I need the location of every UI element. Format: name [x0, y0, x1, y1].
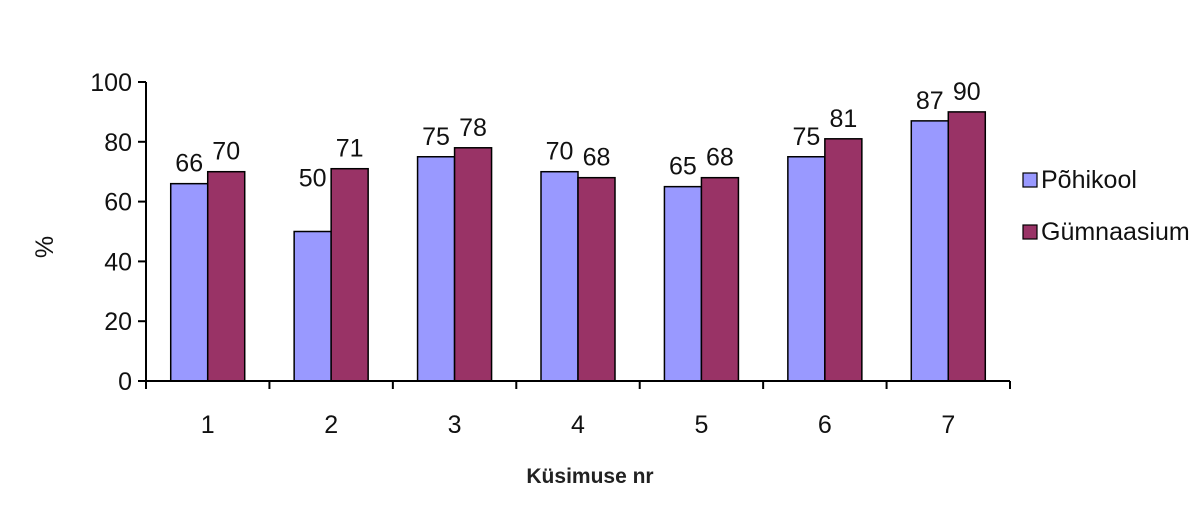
legend-swatch	[1022, 224, 1038, 240]
data-label: 70	[212, 138, 240, 166]
legend: Põhikool Gümnaasium	[1022, 166, 1190, 246]
bar-gumnaasium	[947, 111, 987, 382]
bar-pohikool	[540, 170, 579, 382]
x-tick-label: 4	[571, 411, 585, 439]
legend-label: Põhikool	[1041, 166, 1137, 194]
bar-pohikool	[787, 156, 826, 382]
y-tick-label: 100	[90, 69, 132, 97]
x-tick-label: 5	[694, 411, 708, 439]
data-label: 81	[829, 105, 857, 133]
bar-pohikool	[663, 185, 703, 382]
x-tick-label: 2	[324, 411, 338, 439]
axes: Küsimuse nr % 0 20 40 60 80 100 1 2 3 4 5 6 7	[31, 69, 1011, 488]
bar-gumnaasium	[824, 138, 863, 382]
legend-swatch	[1022, 172, 1038, 188]
bar-gumnaasium	[577, 176, 616, 382]
bar-gumnaasium	[453, 147, 493, 382]
data-label: 87	[916, 87, 944, 115]
bar-gumnaasium	[206, 170, 246, 382]
data-label: 68	[706, 144, 734, 172]
data-label: 50	[299, 165, 327, 193]
bar-pohikool	[910, 120, 950, 382]
y-tick-label: 40	[104, 248, 132, 276]
bar-gumnaasium	[700, 176, 740, 382]
data-label: 68	[583, 144, 611, 172]
x-tick-label: 1	[201, 411, 215, 439]
y-axis-title: %	[31, 236, 59, 258]
x-tick-label: 7	[941, 411, 955, 439]
data-label: 65	[669, 153, 697, 181]
y-tick-label: 60	[104, 189, 132, 217]
bar-pohikool	[169, 182, 209, 382]
plot-area: 66 50 75 70 65 75 87 70 71 78 68 68 81 90	[169, 78, 987, 382]
bar-gumnaasium	[330, 167, 369, 382]
x-tick-label: 3	[448, 411, 462, 439]
data-label: 66	[175, 150, 203, 178]
data-label: 78	[459, 114, 487, 142]
data-label: 75	[792, 123, 820, 151]
data-label: 90	[953, 78, 981, 106]
legend-label: Gümnaasium	[1041, 218, 1190, 246]
data-label: 70	[546, 138, 574, 166]
data-label: 71	[336, 135, 364, 163]
y-tick-label: 0	[118, 368, 132, 396]
bar-pohikool	[293, 230, 332, 382]
data-label: 75	[422, 123, 450, 151]
y-tick-label: 80	[104, 129, 132, 157]
x-axis-title: Küsimuse nr	[526, 465, 653, 488]
x-tick-label: 6	[818, 411, 832, 439]
y-tick-label: 20	[104, 308, 132, 336]
bar-pohikool	[416, 156, 456, 382]
